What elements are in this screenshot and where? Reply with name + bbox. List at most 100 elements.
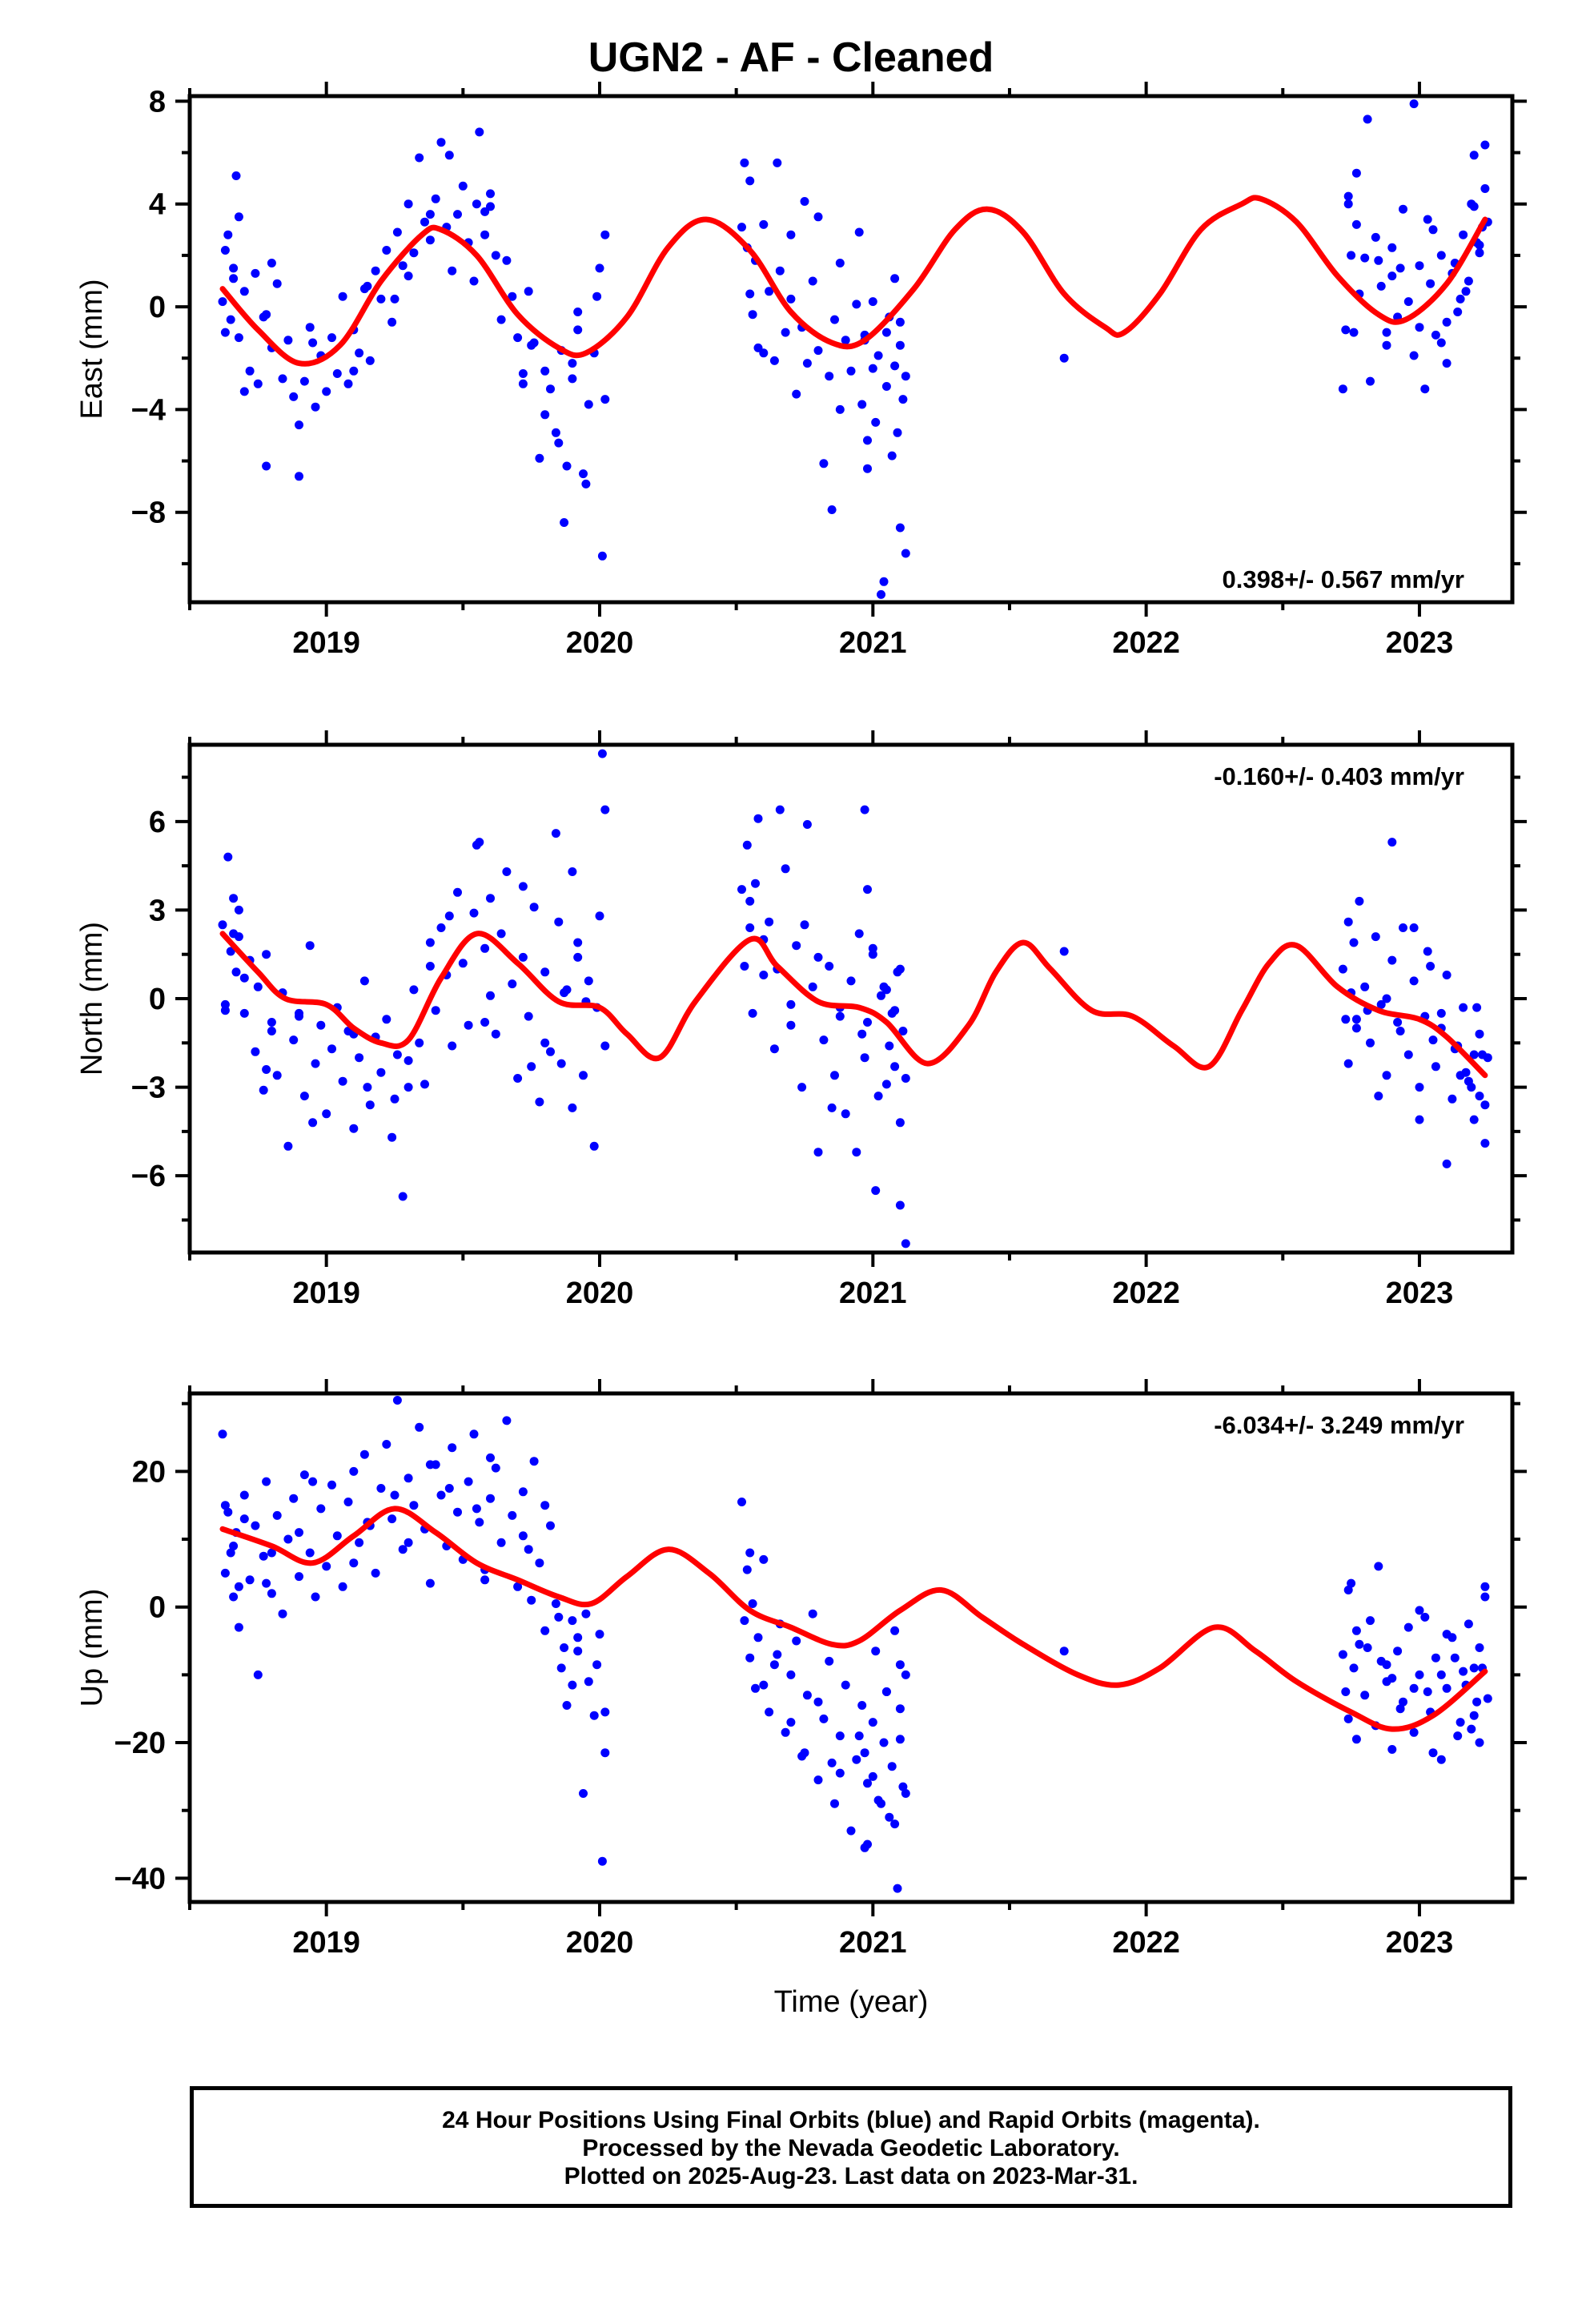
data-point <box>338 1582 347 1591</box>
model-curve-up <box>219 1506 1488 1732</box>
data-point <box>1475 1738 1484 1747</box>
data-point <box>1376 281 1386 291</box>
data-point <box>349 1124 359 1133</box>
y-tick-label: −40 <box>114 1862 166 1896</box>
data-point <box>560 518 569 527</box>
data-point <box>1387 243 1397 252</box>
data-point <box>781 328 790 337</box>
data-point <box>469 1429 479 1439</box>
data-point <box>813 212 823 222</box>
data-point <box>841 1680 850 1690</box>
data-point <box>1420 1612 1430 1622</box>
data-point <box>1409 976 1419 986</box>
data-point <box>1467 1724 1476 1734</box>
data-point <box>431 194 440 203</box>
data-point <box>420 1080 429 1089</box>
data-point <box>1382 340 1391 350</box>
data-point <box>245 366 255 376</box>
data-point <box>1442 359 1452 368</box>
data-point <box>365 1100 375 1110</box>
data-point <box>868 364 877 373</box>
data-point <box>1341 325 1351 335</box>
data-point <box>852 1148 861 1157</box>
data-point <box>600 230 610 239</box>
data-point <box>860 1748 869 1758</box>
data-point <box>595 911 604 921</box>
x-tick-label: 2021 <box>839 626 907 660</box>
data-point <box>1351 1015 1361 1024</box>
data-point <box>299 376 309 386</box>
data-point <box>881 382 891 391</box>
data-point <box>1347 251 1356 260</box>
data-point <box>881 1080 891 1089</box>
data-point <box>371 1568 380 1578</box>
data-point <box>819 1714 829 1723</box>
data-point <box>444 1484 454 1493</box>
data-point <box>775 266 785 275</box>
data-point <box>868 1771 877 1781</box>
data-point <box>759 348 769 358</box>
footer-line-2: Processed by the Nevada Geodetic Laborat… <box>582 2135 1120 2161</box>
data-point <box>573 938 583 947</box>
data-point <box>1431 330 1440 340</box>
data-point <box>496 929 506 939</box>
data-point <box>835 1768 845 1778</box>
data-point <box>745 1548 755 1558</box>
x-tick-label: 2019 <box>292 626 360 660</box>
data-point <box>1351 168 1361 178</box>
data-point <box>568 359 577 368</box>
data-point <box>415 153 424 163</box>
data-point <box>835 259 845 267</box>
data-point <box>234 1582 243 1591</box>
data-point <box>792 941 801 951</box>
y-tick-label: 8 <box>149 85 166 119</box>
data-point <box>475 1518 484 1527</box>
data-point <box>453 887 462 897</box>
data-point <box>1395 1704 1405 1714</box>
y-tick-label: −20 <box>114 1727 166 1760</box>
data-point <box>773 158 782 167</box>
data-point <box>835 1011 845 1021</box>
data-point <box>1338 384 1347 394</box>
data-point <box>1483 1694 1492 1703</box>
data-point <box>496 315 506 324</box>
data-point <box>535 1097 544 1107</box>
x-tick-label: 2019 <box>292 1277 360 1310</box>
data-point <box>560 988 569 998</box>
data-point <box>343 379 353 388</box>
data-point <box>748 310 757 320</box>
data-point <box>387 317 397 327</box>
data-point <box>1428 1035 1438 1045</box>
data-point <box>554 438 564 448</box>
data-point <box>887 1762 897 1771</box>
data-point <box>592 292 602 301</box>
data-point <box>272 1510 282 1520</box>
data-point <box>1480 1139 1490 1148</box>
data-point <box>535 453 544 463</box>
data-point <box>363 281 372 291</box>
points-east <box>218 99 1492 599</box>
data-point <box>579 1071 588 1080</box>
data-point <box>404 271 413 281</box>
data-point <box>781 1727 790 1737</box>
data-point <box>1415 323 1424 332</box>
data-point <box>387 1132 397 1142</box>
data-point <box>737 885 746 895</box>
data-point <box>895 317 905 327</box>
data-point <box>1415 1670 1424 1679</box>
data-point <box>1395 263 1405 273</box>
data-point <box>879 577 889 586</box>
data-point <box>813 1697 823 1707</box>
data-point <box>226 947 235 956</box>
data-point <box>299 1092 309 1101</box>
data-point <box>857 400 867 409</box>
data-point <box>513 1074 523 1083</box>
data-point <box>311 1592 320 1602</box>
data-point <box>480 230 490 239</box>
data-point <box>464 1477 473 1486</box>
data-point <box>1478 1050 1487 1059</box>
data-point <box>229 894 239 903</box>
data-point <box>765 1707 774 1717</box>
data-point <box>1436 1008 1446 1018</box>
data-point <box>885 1041 894 1051</box>
